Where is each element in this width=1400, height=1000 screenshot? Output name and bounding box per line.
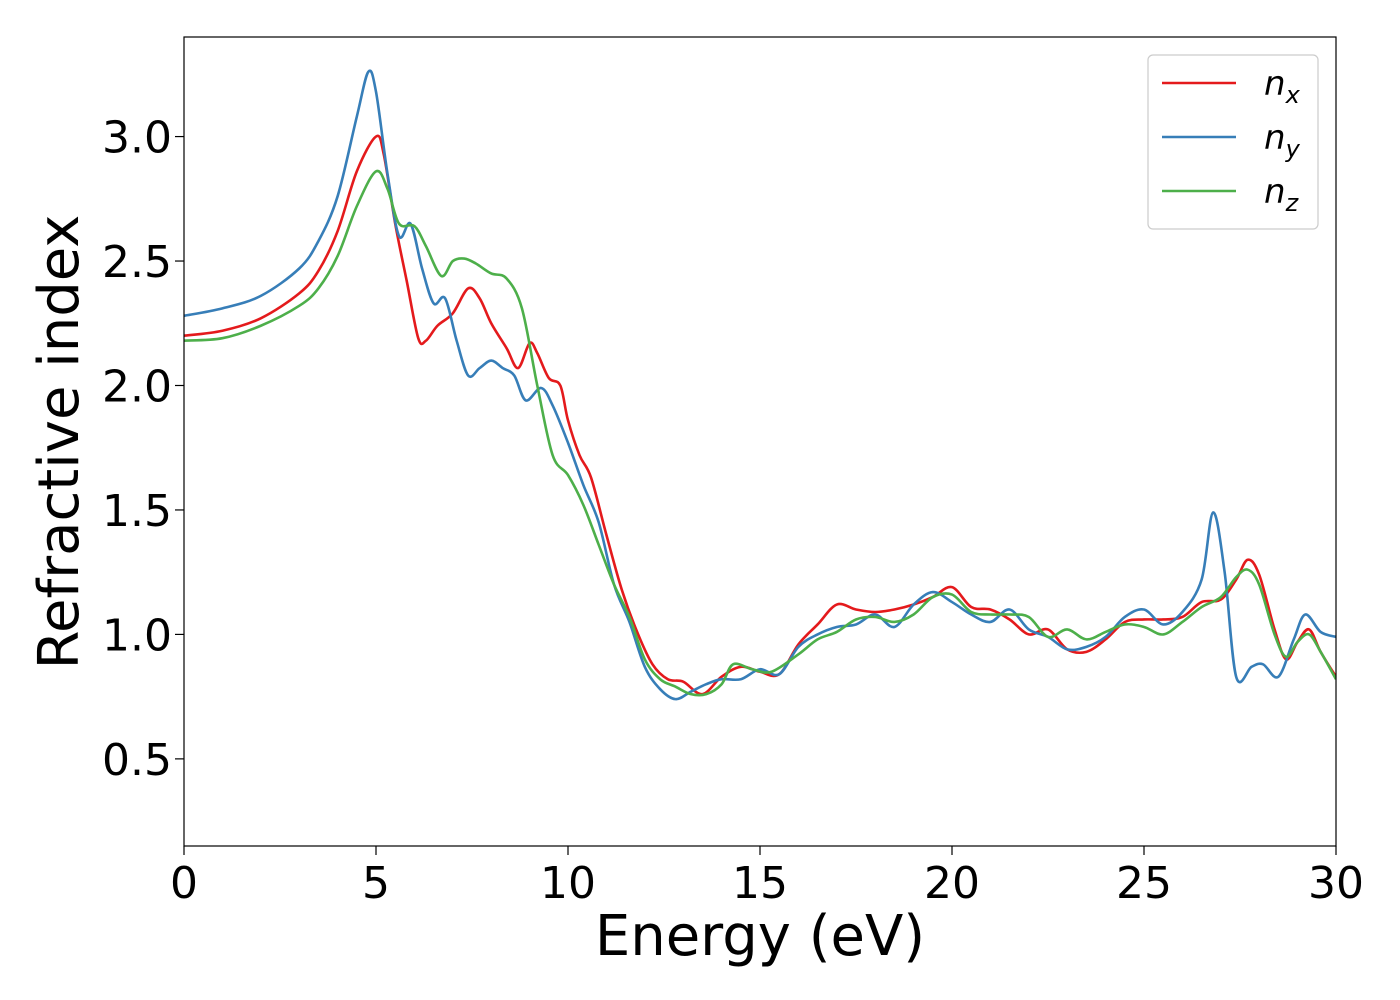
- legend-box: [1147, 54, 1319, 230]
- y-tick-label: 1.0: [102, 610, 172, 661]
- series-line-y: [184, 69, 1336, 701]
- x-tick-label: 10: [540, 858, 596, 909]
- x-tick-label: 20: [924, 858, 980, 909]
- x-tick-label: 0: [170, 858, 198, 909]
- y-tick-label: 0.5: [102, 735, 172, 786]
- x-tick-label: 15: [732, 858, 788, 909]
- legend-label-x: nx: [1264, 64, 1301, 109]
- series-line-x: [184, 134, 1336, 696]
- y-tick-label: 1.5: [102, 486, 172, 537]
- legend-label-y: ny: [1264, 118, 1301, 163]
- x-tick-label: 30: [1308, 858, 1364, 909]
- legend: nx ny nz: [1147, 54, 1319, 230]
- series-layer: [184, 69, 1336, 701]
- x-axis-ticks: 0 5 10 15 20 25 30: [170, 846, 1364, 909]
- y-axis-title: Refractive index: [27, 215, 92, 670]
- legend-label-z: nz: [1264, 172, 1300, 217]
- y-axis-ticks: 0.5 1.0 1.5 2.0 2.5 3.0: [102, 113, 184, 786]
- x-tick-label: 5: [362, 858, 390, 909]
- x-tick-label: 25: [1116, 858, 1172, 909]
- x-axis-title: Energy (eV): [595, 904, 925, 969]
- series-line-z: [184, 169, 1336, 697]
- y-tick-label: 3.0: [102, 113, 172, 164]
- y-tick-label: 2.5: [102, 237, 172, 288]
- y-tick-label: 2.0: [102, 361, 172, 412]
